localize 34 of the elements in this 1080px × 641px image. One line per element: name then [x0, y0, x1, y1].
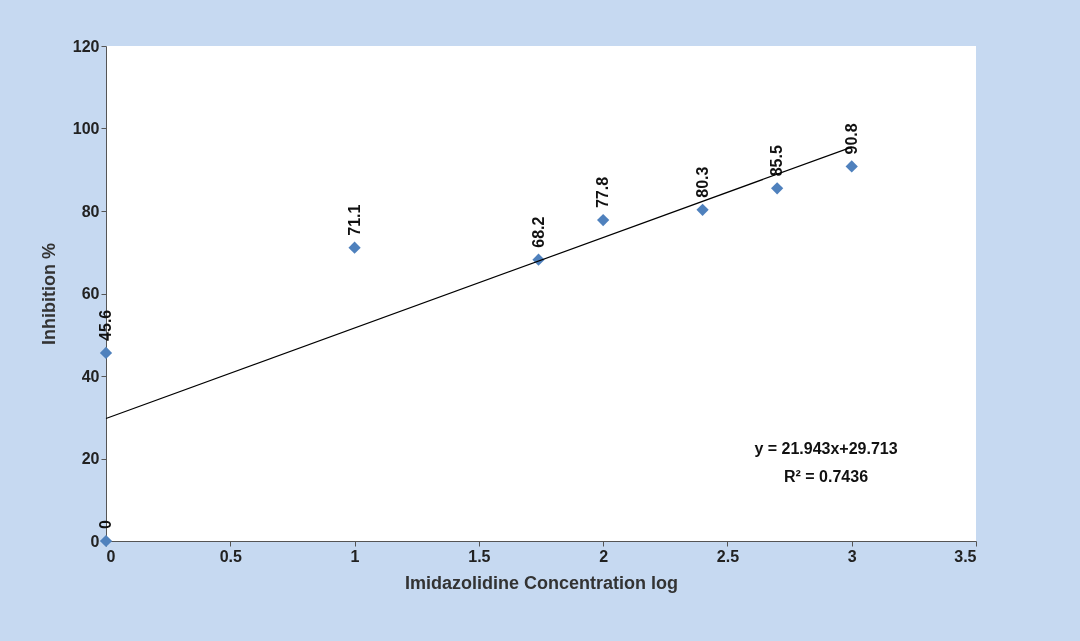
annotation: R² = 0.7436	[783, 468, 869, 485]
annotation: y = 21.943x+29.713	[754, 440, 898, 457]
y-tick-label: 80	[81, 202, 100, 220]
x-tick-label: 2.5	[716, 547, 740, 565]
data-label: 85.5	[768, 145, 786, 177]
x-tick-label: 3	[847, 547, 857, 565]
y-tick-label: 0	[90, 532, 100, 550]
point	[348, 241, 361, 254]
x-tick-label: 0.5	[219, 547, 242, 565]
y-tick-label: 20	[81, 450, 100, 467]
x-tick-label: 0	[106, 547, 116, 565]
data-label: 71.1	[345, 204, 363, 236]
data-label: 77.8	[594, 176, 612, 209]
data-label: 45.6	[97, 309, 114, 341]
point	[99, 534, 113, 548]
data-label: 0	[97, 520, 114, 529]
point	[597, 213, 610, 227]
data-label: 80.3	[693, 166, 711, 198]
x-tick-label: 1	[350, 547, 360, 565]
y-tick-label: 60	[81, 285, 100, 302]
point	[99, 346, 113, 360]
y-tick-label: 120	[72, 37, 100, 55]
x-tick-label: 1.5	[468, 547, 491, 565]
x-tick-label: 2	[599, 547, 609, 565]
point	[696, 203, 709, 216]
y-tick-label: 100	[72, 120, 100, 137]
y-tick-label: 40	[81, 367, 100, 385]
data-label: 68.2	[529, 216, 547, 248]
x-axis-title: Imidazolidine Concentration log	[404, 572, 679, 593]
x-tick-label: 3.5	[954, 547, 977, 565]
y-axis-title: Inhibition %	[38, 243, 59, 345]
point	[845, 160, 858, 173]
data-label: 90.8	[842, 123, 860, 155]
point	[771, 182, 784, 195]
